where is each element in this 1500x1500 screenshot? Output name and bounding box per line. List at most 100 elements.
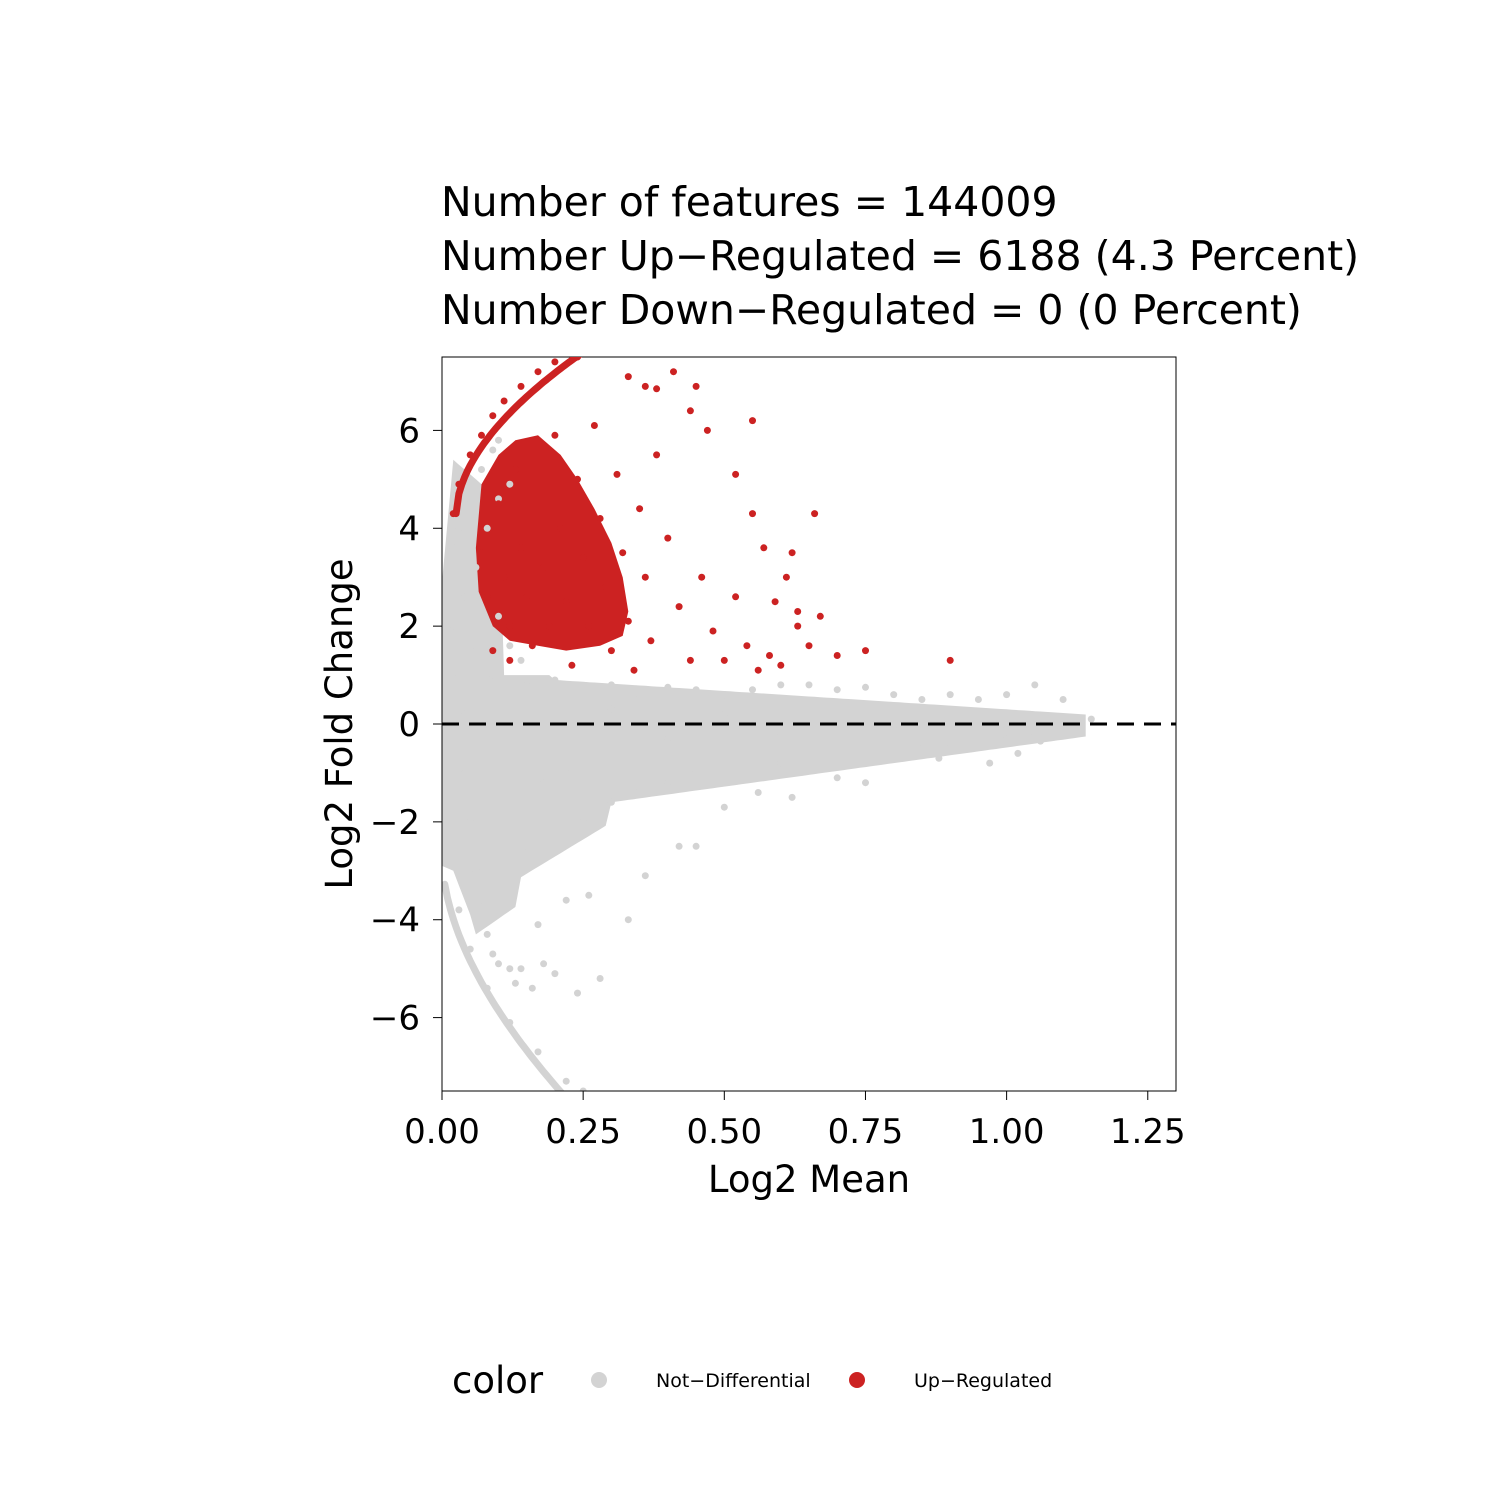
up-regulated-point <box>596 515 604 522</box>
x-tick-label: 0.00 <box>404 1112 480 1152</box>
not-differential-point <box>624 916 632 924</box>
not-differential-point <box>517 965 525 973</box>
up-regulated-point <box>653 385 661 393</box>
up-regulated-point <box>686 407 694 415</box>
not-differential-point <box>506 676 514 684</box>
up-regulated-point <box>478 431 485 439</box>
not-differential-point <box>466 500 474 508</box>
not-differential-point <box>805 681 813 689</box>
not-differential-point <box>551 970 559 978</box>
not-differential-point <box>455 671 463 679</box>
up-regulated-point <box>732 593 740 601</box>
up-regulated-point <box>664 534 672 542</box>
up-regulated-point <box>517 544 525 552</box>
not-differential-point <box>579 818 587 826</box>
not-differential-point <box>1031 681 1039 689</box>
up-regulated-point <box>590 422 598 429</box>
up-regulated-point <box>743 642 751 650</box>
not-differential-point <box>483 524 491 532</box>
up-regulated-point <box>647 637 655 645</box>
not-differential-point <box>534 1048 542 1056</box>
up-regulated-point <box>749 510 756 518</box>
up-regulated-point <box>698 573 706 581</box>
not-differential-point <box>833 686 841 694</box>
not-differential-point <box>749 759 756 767</box>
not-differential-point <box>574 989 581 997</box>
up-regulated-point <box>811 510 819 518</box>
not-differential-point <box>890 725 898 733</box>
up-regulated-point <box>613 470 621 478</box>
not-differential-point <box>986 759 994 767</box>
title-line-up-regulated: Number Up−Regulated = 6188 (4.3 Percent) <box>441 232 1359 280</box>
not-differential-point <box>720 803 728 811</box>
not-differential-point <box>495 436 502 444</box>
up-regulated-point <box>692 382 700 390</box>
up-regulated-point <box>760 544 768 552</box>
data-points-layer <box>444 357 1095 1091</box>
not-differential-point <box>506 1019 514 1026</box>
not-differential-point <box>675 842 683 850</box>
up-regulated-upper-arc <box>452 357 583 518</box>
up-regulated-point <box>720 656 728 664</box>
not-differential-point <box>523 842 531 850</box>
up-regulated-point <box>540 563 548 571</box>
legend-key-not-differential <box>591 1372 607 1388</box>
not-differential-point <box>777 759 785 767</box>
up-regulated-point <box>585 622 593 630</box>
not-differential-point <box>805 754 813 762</box>
not-differential-point <box>749 686 756 694</box>
not-differential-point <box>788 793 796 801</box>
not-differential-point <box>461 769 469 777</box>
y-axis-title: Log2 Fold Change <box>318 558 361 889</box>
not-differential-point <box>495 960 502 968</box>
not-differential-point <box>511 979 519 987</box>
not-differential-point <box>478 466 485 473</box>
up-regulated-point <box>534 368 542 376</box>
up-regulated-point <box>653 451 661 459</box>
up-regulated-point <box>624 617 632 625</box>
up-regulated-point <box>675 603 683 611</box>
not-differential-point <box>636 691 644 699</box>
not-differential-point <box>777 681 785 689</box>
up-regulated-point <box>562 598 570 606</box>
up-regulated-point <box>607 647 615 655</box>
not-differential-point <box>664 735 672 743</box>
up-regulated-point <box>602 583 610 591</box>
not-differential-point <box>455 524 463 532</box>
not-differential-point <box>449 862 457 870</box>
not-differential-point <box>540 960 548 968</box>
not-differential-point <box>946 691 954 699</box>
not-differential-point <box>607 798 615 806</box>
not-differential-point <box>890 745 898 752</box>
x-axis-title: Log2 Mean <box>708 1158 910 1201</box>
up-regulated-point <box>754 666 762 674</box>
not-differential-point <box>754 789 762 796</box>
not-differential-point <box>444 578 452 586</box>
not-differential-point <box>607 705 615 713</box>
up-regulated-point <box>551 358 559 366</box>
up-regulated-point <box>523 593 531 601</box>
up-regulated-point <box>528 642 536 650</box>
y-tick-label: −4 <box>370 901 420 941</box>
up-regulated-point <box>946 656 954 664</box>
not-differential-point <box>478 896 485 904</box>
chart-title: Number of features = 144009 Number Up−Re… <box>441 178 1359 334</box>
not-differential-point <box>506 965 514 973</box>
not-differential-point <box>489 671 497 679</box>
x-axis: 0.00 0.25 0.50 0.75 1.00 1.25 <box>404 1090 1186 1152</box>
up-regulated-point <box>636 505 644 513</box>
not-differential-point <box>1087 715 1095 723</box>
legend-key-up-regulated <box>849 1372 865 1388</box>
not-differential-point <box>918 696 926 703</box>
up-regulated-point <box>574 475 581 483</box>
not-differential-point <box>585 891 593 899</box>
up-regulated-point <box>511 466 519 473</box>
not-differential-point <box>692 842 700 850</box>
up-regulated-point <box>500 573 508 581</box>
up-regulated-point <box>517 382 525 390</box>
up-regulated-point <box>862 647 869 655</box>
up-regulated-point <box>794 608 802 615</box>
not-differential-point <box>720 691 728 699</box>
up-regulated-point <box>805 642 813 650</box>
up-regulated-point <box>816 612 824 620</box>
